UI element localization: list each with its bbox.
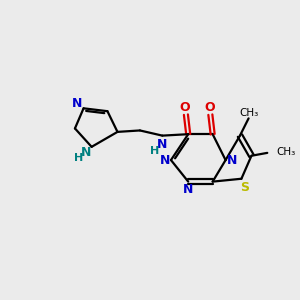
Text: N: N <box>81 146 92 158</box>
Text: N: N <box>159 154 170 166</box>
Text: N: N <box>227 154 237 166</box>
Text: H: H <box>150 146 159 156</box>
Text: O: O <box>204 101 215 114</box>
Text: CH₃: CH₃ <box>239 108 259 118</box>
Text: N: N <box>157 138 167 151</box>
Text: CH₃: CH₃ <box>276 147 295 157</box>
Text: N: N <box>183 183 194 196</box>
Text: O: O <box>180 101 190 114</box>
Text: S: S <box>240 182 249 194</box>
Text: H: H <box>74 153 84 163</box>
Text: N: N <box>72 97 83 110</box>
